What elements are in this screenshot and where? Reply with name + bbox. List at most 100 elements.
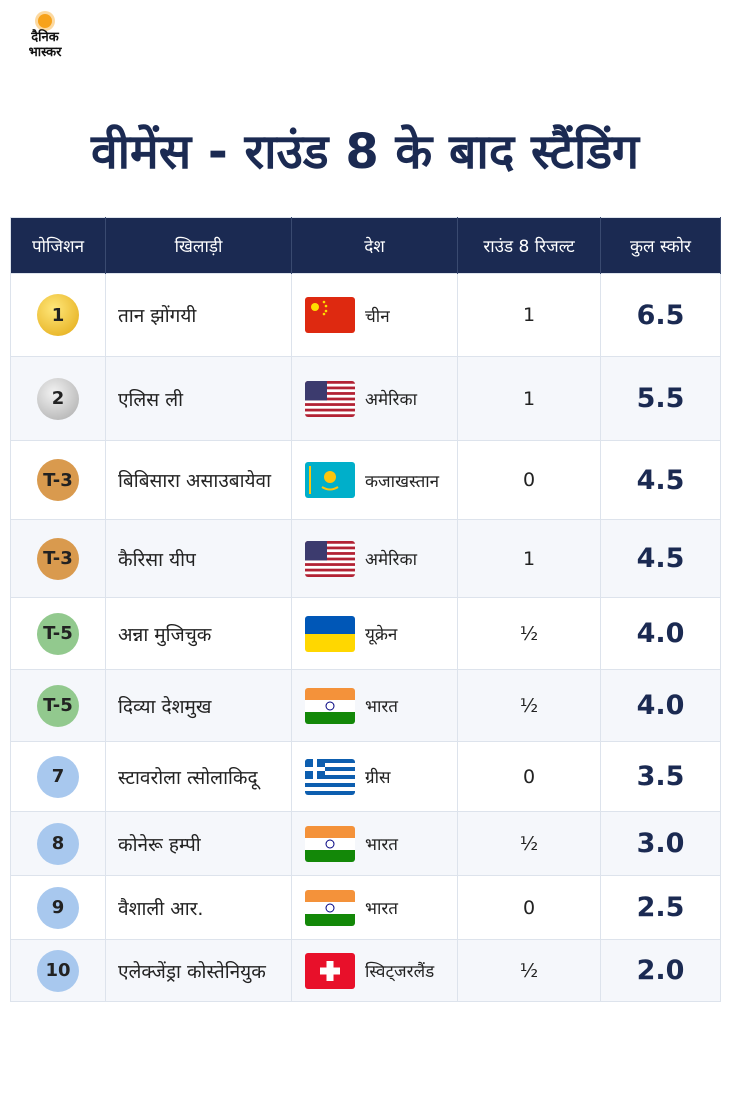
country: कजाखस्तान <box>293 462 456 498</box>
position-cell: T-3 <box>10 440 106 520</box>
total-score: 2.5 <box>600 875 721 940</box>
table-row: T-5 अन्ना मुजिचुक यूक्रेन ½ 4.0 <box>10 597 721 670</box>
country-name: यूक्रेन <box>365 625 398 645</box>
country-cell: भारत <box>291 669 458 742</box>
table-row: 8 कोनेरू हम्पी भारत ½ 3.0 <box>10 811 721 876</box>
column-header: कुल स्कोर <box>600 217 721 274</box>
table-row: 7 स्टावरोला त्सोलाकिदू ग्रीस 0 3.5 <box>10 741 721 812</box>
column-header: राउंड 8 रिजल्ट <box>457 217 601 274</box>
country-name: भारत <box>365 899 398 919</box>
country-name: चीन <box>365 306 390 327</box>
player-name: कैरिसा यीप <box>105 519 292 598</box>
country: भारत <box>293 687 456 724</box>
country-cell: भारत <box>291 875 458 940</box>
country: भारत <box>293 825 456 862</box>
column-header: देश <box>291 217 458 274</box>
position-badge: 2 <box>37 377 79 420</box>
header-row: पोजिशन खिलाड़ी देश राउंड 8 रिजल्ट कुल स्कोर <box>10 217 721 274</box>
total-score: 4.5 <box>600 519 721 598</box>
round-result: 0 <box>457 440 601 520</box>
flag <box>305 825 355 862</box>
title: वीमेंस - राउंड 8 के बाद स्टैंडिंग <box>90 124 640 180</box>
round-result: 0 <box>457 875 601 940</box>
logo-text: दैनिक <box>31 30 59 45</box>
round-result: 1 <box>457 356 601 441</box>
logo-sun <box>38 14 52 28</box>
country: अमेरिका <box>293 380 456 417</box>
round-result: ½ <box>457 597 601 670</box>
position-cell: T-5 <box>10 669 106 742</box>
player-name: एलेक्जेंड्रा कोस्तेनियुक <box>105 939 292 1002</box>
total-score: 3.0 <box>600 811 721 876</box>
column-header: पोजिशन <box>10 217 106 274</box>
flag <box>305 889 355 926</box>
round-result: 1 <box>457 519 601 598</box>
country-name: भारत <box>365 835 398 855</box>
column-header: खिलाड़ी <box>105 217 292 274</box>
position-badge: T-3 <box>37 459 79 501</box>
country-name: ग्रीस <box>365 768 391 788</box>
standings-table: पोजिशन खिलाड़ी देश राउंड 8 रिजल्ट कुल स्कोर … <box>10 217 721 1002</box>
round-result: ½ <box>457 811 601 876</box>
position-cell: T-3 <box>10 519 106 598</box>
country-name: अमेरिका <box>365 390 417 410</box>
position-badge: 9 <box>37 886 79 929</box>
country-name: स्विट्जरलैंड <box>365 962 435 982</box>
country-cell: अमेरिका <box>291 519 458 598</box>
player-name: तान झोंगयी <box>105 273 292 357</box>
total-score: 4.0 <box>600 597 721 670</box>
table-row: T-3 बिबिसारा असाउबायेवा कजाखस्तान 0 4.5 <box>10 440 721 520</box>
country-cell: अमेरिका <box>291 356 458 441</box>
flag <box>305 758 355 795</box>
table-row: 9 वैशाली आर. भारत 0 2.5 <box>10 875 721 940</box>
position-badge: 10 <box>37 949 79 992</box>
table-row: T-5 दिव्या देशमुख भारत ½ 4.0 <box>10 669 721 742</box>
position-cell: 2 <box>10 356 106 441</box>
position-badge: T-5 <box>37 684 79 727</box>
country-name: अमेरिका <box>365 550 417 570</box>
total-score: 4.5 <box>600 440 721 520</box>
player-name: वैशाली आर. <box>105 875 292 940</box>
country: ग्रीस <box>293 758 456 795</box>
position-badge: 1 <box>37 294 79 336</box>
position-cell: 1 <box>10 273 106 357</box>
country: यूक्रेन <box>293 615 456 652</box>
flag <box>305 462 355 498</box>
table-row: 1 तान झोंगयी चीन 1 6.5 <box>10 273 721 357</box>
total-score: 3.5 <box>600 741 721 812</box>
round-result: ½ <box>457 669 601 742</box>
total-score: 5.5 <box>600 356 721 441</box>
position-badge: T-5 <box>37 612 79 655</box>
table-row: 10 एलेक्जेंड्रा कोस्तेनियुक स्विट्जरलैंड ½ 2… <box>10 939 721 1002</box>
player-name: अन्ना मुजिचुक <box>105 597 292 670</box>
position-cell: 7 <box>10 741 106 812</box>
position-cell: 8 <box>10 811 106 876</box>
total-score: 4.0 <box>600 669 721 742</box>
country-name: भारत <box>365 697 398 717</box>
country: अमेरिका <box>293 540 456 577</box>
table-body: 1 तान झोंगयी चीन 1 6.5 2 एलिस ली अमेरिका 1 5.5 T-3… <box>10 273 721 1002</box>
country: चीन <box>293 297 456 333</box>
country-cell: भारत <box>291 811 458 876</box>
country: स्विट्जरलैंड <box>293 952 456 989</box>
flag <box>305 687 355 724</box>
country-cell: ग्रीस <box>291 741 458 812</box>
player-name: दिव्या देशमुख <box>105 669 292 742</box>
flag <box>305 297 355 333</box>
country-name: कजाखस्तान <box>365 471 440 492</box>
position-badge: 8 <box>37 822 79 865</box>
position-badge: T-3 <box>37 537 79 580</box>
table-row: T-3 कैरिसा यीप अमेरिका 1 4.5 <box>10 519 721 598</box>
logo-text: भास्कर <box>28 45 62 60</box>
player-name: कोनेरू हम्पी <box>105 811 292 876</box>
total-score: 6.5 <box>600 273 721 357</box>
country-cell: यूक्रेन <box>291 597 458 670</box>
flag <box>305 540 355 577</box>
flag <box>305 380 355 417</box>
player-name: स्टावरोला त्सोलाकिदू <box>105 741 292 812</box>
table-row: 2 एलिस ली अमेरिका 1 5.5 <box>10 356 721 441</box>
total-score: 2.0 <box>600 939 721 1002</box>
position-badge: 7 <box>37 755 79 798</box>
position-cell: T-5 <box>10 597 106 670</box>
